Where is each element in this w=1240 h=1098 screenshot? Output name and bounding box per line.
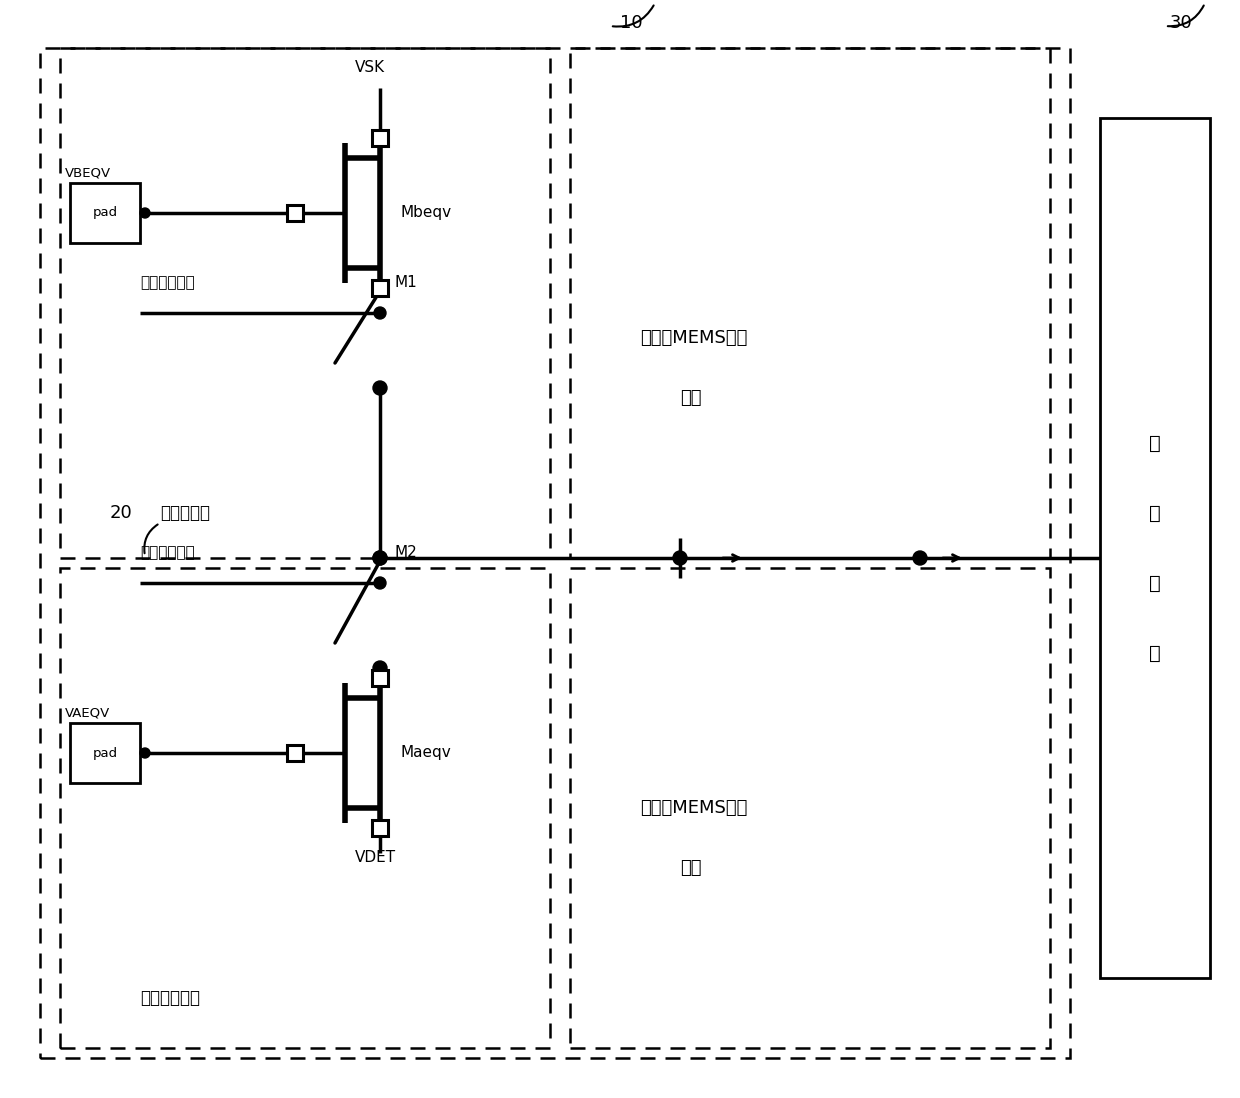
Bar: [372, 670, 388, 686]
Circle shape: [374, 307, 386, 320]
Bar: [1100, 117, 1210, 978]
Circle shape: [913, 551, 928, 565]
Text: 电: 电: [1149, 504, 1161, 523]
Text: 20: 20: [110, 504, 133, 522]
Text: Maeqv: Maeqv: [401, 746, 451, 761]
Text: M1: M1: [396, 276, 418, 291]
Circle shape: [140, 748, 150, 758]
Text: pad: pad: [93, 747, 118, 760]
Text: 待形成MEMS像元: 待形成MEMS像元: [640, 799, 748, 817]
Text: 待形成MEMS像元: 待形成MEMS像元: [640, 329, 748, 347]
Text: 等效盲像元: 等效盲像元: [160, 504, 210, 522]
Circle shape: [373, 381, 387, 395]
Text: 等效有效像元: 等效有效像元: [140, 989, 200, 1007]
Bar: [40, 48, 1070, 1058]
Text: 路: 路: [1149, 434, 1161, 452]
Text: 10: 10: [620, 14, 642, 32]
Text: 30: 30: [1171, 14, 1193, 32]
Bar: [372, 820, 388, 836]
Circle shape: [673, 551, 687, 565]
Text: 区域: 区域: [680, 389, 702, 407]
Text: 读: 读: [1149, 643, 1161, 662]
Bar: [60, 568, 551, 1047]
Text: 第二选通信号: 第二选通信号: [140, 546, 195, 560]
Text: VSK: VSK: [355, 60, 386, 76]
Circle shape: [373, 281, 387, 295]
Bar: [570, 48, 1050, 558]
Text: 区域: 区域: [680, 859, 702, 877]
Text: VBEQV: VBEQV: [64, 167, 112, 179]
Circle shape: [374, 578, 386, 589]
Bar: [372, 280, 388, 296]
Bar: [570, 568, 1050, 1047]
Text: VAEQV: VAEQV: [64, 706, 110, 719]
Bar: [372, 130, 388, 146]
Circle shape: [373, 661, 387, 675]
Text: Mbeqv: Mbeqv: [401, 205, 451, 221]
Text: VDET: VDET: [355, 851, 396, 865]
Bar: [286, 205, 303, 221]
Circle shape: [373, 551, 387, 565]
Bar: [60, 48, 551, 558]
Bar: [286, 746, 303, 761]
Bar: [69, 722, 140, 783]
Bar: [69, 183, 140, 243]
Text: 第一选通信号: 第一选通信号: [140, 276, 195, 291]
Text: 出: 出: [1149, 573, 1161, 593]
Text: M2: M2: [396, 546, 418, 560]
Text: pad: pad: [93, 206, 118, 220]
Circle shape: [140, 208, 150, 219]
Circle shape: [373, 551, 387, 565]
